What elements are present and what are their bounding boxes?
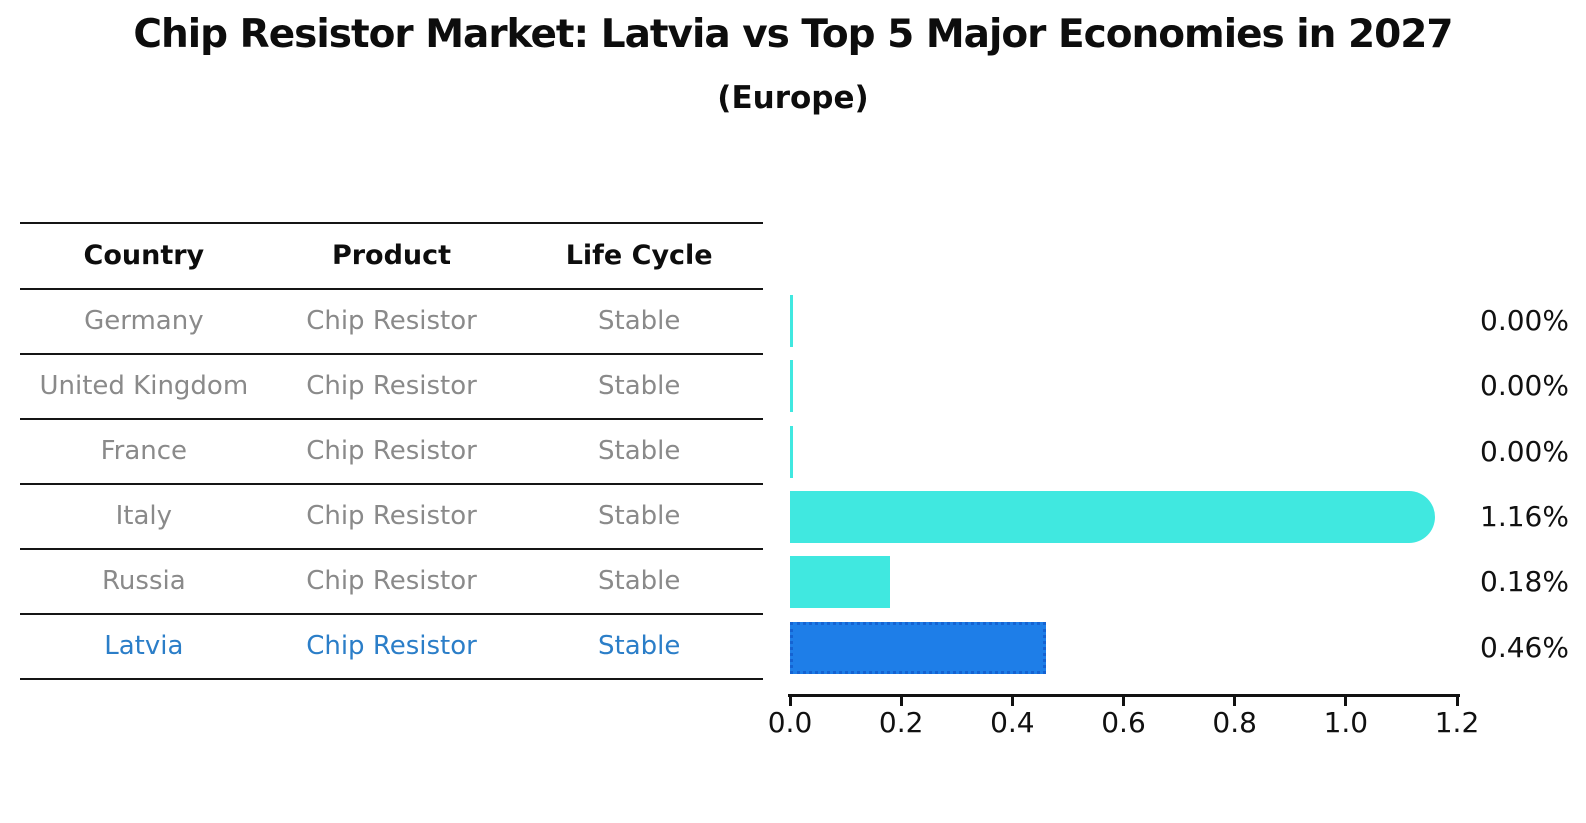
table-cell-country: Latvia xyxy=(104,631,184,661)
x-axis-tick-label: 0.8 xyxy=(1212,706,1257,739)
table-header-country: Country xyxy=(83,240,205,272)
x-axis-tick-label: 0.2 xyxy=(878,706,924,739)
country-info-table: Country Product Life Cycle Germany Chip R… xyxy=(20,222,763,680)
bar-value-label: 0.18% xyxy=(1480,565,1569,599)
table-row-italy: Italy Chip Resistor Stable xyxy=(20,485,763,550)
table-cell-life-cycle: Stable xyxy=(598,436,681,466)
chart-subtitle: (Europe) xyxy=(717,80,869,116)
table-header-row: Country Product Life Cycle xyxy=(20,224,763,290)
table-cell-country: France xyxy=(100,436,188,466)
bar-france xyxy=(790,425,793,478)
x-axis-tick xyxy=(1344,697,1348,706)
x-axis-tick-label: 1.2 xyxy=(1434,706,1480,739)
bar-latvia xyxy=(790,621,1046,674)
table-row-germany: Germany Chip Resistor Stable xyxy=(20,290,763,355)
table-cell-product: Chip Resistor xyxy=(306,501,477,531)
table-cell-life-cycle: Stable xyxy=(598,566,681,596)
x-axis-tick xyxy=(788,697,792,706)
bar-value-label: 1.16% xyxy=(1480,499,1569,533)
table-header-life-cycle: Life Cycle xyxy=(565,240,713,272)
x-axis-tick xyxy=(1010,697,1014,706)
table-cell-life-cycle: Stable xyxy=(598,631,681,661)
x-axis-line xyxy=(788,694,1460,697)
table-cell-country: Russia xyxy=(102,566,186,596)
table-row-france: France Chip Resistor Stable xyxy=(20,420,763,485)
x-axis-tick-label: 0.4 xyxy=(990,706,1035,739)
bar-value-label: 0.00% xyxy=(1480,369,1569,403)
chart-title: Chip Resistor Market: Latvia vs Top 5 Ma… xyxy=(133,12,1453,57)
bar-value-label: 0.46% xyxy=(1480,630,1569,664)
bar-germany xyxy=(790,294,793,347)
table-row-latvia: Latvia Chip Resistor Stable xyxy=(20,615,763,680)
x-axis-tick-label: 0.6 xyxy=(1101,706,1146,739)
table-cell-product: Chip Resistor xyxy=(306,566,477,596)
table-row-united-kingdom: United Kingdom Chip Resistor Stable xyxy=(20,355,763,420)
table-cell-life-cycle: Stable xyxy=(598,306,681,336)
bar-italy xyxy=(790,490,1435,543)
bar-value-label: 0.00% xyxy=(1480,434,1569,468)
bar-united-kingdom xyxy=(790,360,793,413)
table-cell-product: Chip Resistor xyxy=(306,371,477,401)
bar-value-label: 0.00% xyxy=(1480,303,1569,337)
x-axis-tick xyxy=(1122,697,1125,706)
table-header-product: Product xyxy=(331,240,452,272)
table-cell-product: Chip Resistor xyxy=(306,306,477,336)
bar-russia xyxy=(790,556,891,609)
table-cell-product: Chip Resistor xyxy=(306,631,477,661)
x-axis-tick xyxy=(899,697,903,706)
x-axis-tick xyxy=(1233,697,1237,706)
table-cell-country: Germany xyxy=(84,306,204,336)
table-row-russia: Russia Chip Resistor Stable xyxy=(20,550,763,615)
table-cell-product: Chip Resistor xyxy=(306,436,477,466)
table-cell-life-cycle: Stable xyxy=(598,371,681,401)
x-axis-tick xyxy=(1455,697,1459,706)
x-axis-tick-label: 1.0 xyxy=(1323,706,1369,739)
table-cell-country: Italy xyxy=(115,501,173,531)
table-cell-life-cycle: Stable xyxy=(598,501,681,531)
x-axis-tick-label: 0.0 xyxy=(767,706,813,739)
table-cell-country: United Kingdom xyxy=(39,371,249,401)
